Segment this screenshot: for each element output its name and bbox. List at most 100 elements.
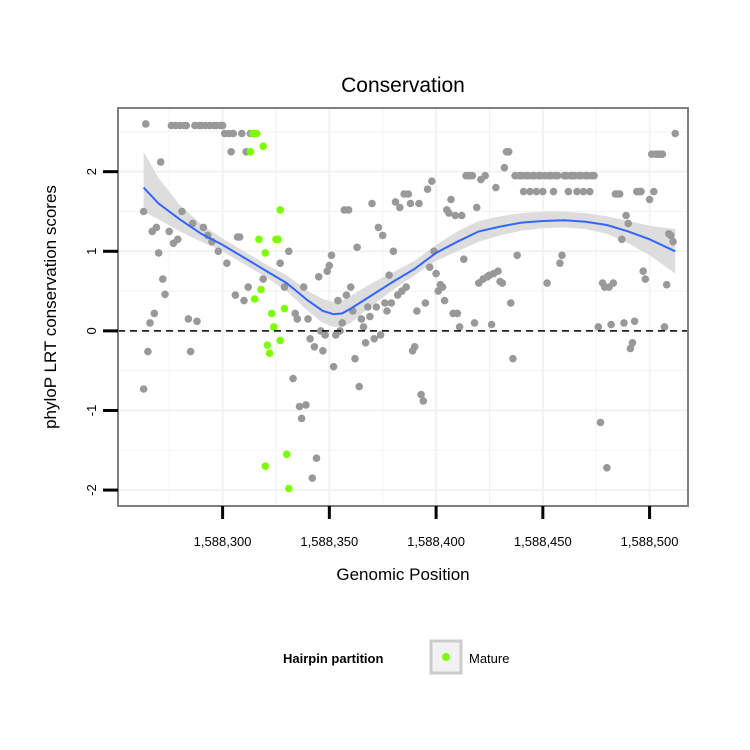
data-point — [519, 187, 528, 196]
legend: Hairpin partition Mature — [283, 639, 509, 675]
data-point — [346, 283, 355, 291]
data-point — [199, 223, 208, 232]
data-point — [421, 299, 430, 307]
data-point — [235, 233, 244, 241]
data-point — [259, 275, 268, 283]
data-point — [468, 171, 477, 180]
data-point — [188, 219, 197, 228]
data-point — [554, 171, 562, 180]
data-point-mature — [246, 148, 255, 156]
data-point — [378, 231, 387, 240]
x-axis: 1,588,300 1,588,350 1,588,400 1,588,450 1,58… — [194, 506, 678, 549]
data-point — [150, 309, 159, 318]
data-point — [364, 303, 372, 311]
data-point-mature — [261, 462, 270, 471]
data-point — [139, 207, 148, 216]
data-point — [453, 309, 462, 318]
data-point — [297, 414, 306, 423]
data-point — [428, 177, 436, 185]
data-point — [240, 296, 248, 305]
data-point — [618, 235, 626, 244]
data-point — [539, 187, 547, 196]
data-point — [304, 315, 312, 323]
x-tick-label: 1,588,300 — [194, 534, 252, 549]
data-point — [223, 259, 231, 268]
data-point — [607, 320, 615, 329]
data-point-mature — [250, 295, 259, 303]
data-point — [314, 273, 323, 281]
data-point — [564, 187, 573, 196]
data-point — [579, 187, 588, 196]
data-point — [507, 299, 515, 307]
data-point — [558, 251, 566, 260]
data-point-mature — [276, 206, 285, 214]
data-point — [451, 211, 460, 220]
data-point-mature — [270, 323, 278, 331]
data-point — [299, 283, 308, 291]
data-point — [526, 187, 534, 196]
data-point-mature — [255, 235, 263, 244]
y-tick-label: -2 — [84, 484, 99, 496]
data-point — [280, 283, 289, 291]
data-point — [410, 343, 419, 351]
data-points-layer — [139, 120, 679, 493]
data-point — [671, 129, 679, 138]
data-point — [413, 307, 421, 315]
chart-title: Conservation — [341, 74, 465, 97]
data-point — [156, 158, 165, 166]
data-point — [425, 263, 434, 272]
data-point — [415, 199, 423, 208]
data-point — [658, 150, 667, 158]
data-point — [402, 283, 411, 291]
confidence-band-layer — [143, 151, 676, 327]
y-tick-label: 0 — [84, 327, 99, 334]
data-point — [184, 315, 193, 323]
data-point — [590, 171, 598, 180]
data-point — [543, 279, 551, 287]
data-point-mature — [265, 349, 274, 358]
data-point — [432, 269, 440, 278]
data-point — [144, 347, 152, 356]
data-point — [357, 315, 366, 323]
data-point — [383, 307, 391, 315]
data-point — [327, 251, 336, 260]
data-point-mature — [267, 309, 276, 318]
data-point — [306, 335, 314, 343]
x-tick-label: 1,588,350 — [300, 534, 358, 549]
data-point — [193, 317, 201, 326]
data-point — [178, 207, 186, 216]
legend-key-mature-point — [442, 653, 450, 661]
data-point — [417, 390, 425, 399]
data-point — [368, 199, 376, 208]
data-point — [440, 296, 449, 305]
data-point — [487, 320, 496, 329]
data-point — [152, 223, 161, 232]
data-point — [645, 195, 654, 204]
data-point — [404, 190, 413, 198]
data-point — [628, 339, 637, 347]
data-point — [455, 323, 464, 331]
data-point — [321, 331, 329, 339]
smooth-line — [142, 186, 676, 316]
data-point — [641, 275, 650, 283]
data-point — [660, 323, 669, 331]
data-point — [622, 211, 630, 220]
y-tick-label: 2 — [84, 168, 99, 175]
data-point — [385, 271, 393, 280]
data-point — [182, 121, 191, 130]
data-point — [351, 354, 359, 363]
data-point — [302, 401, 310, 409]
confidence-band — [143, 151, 676, 327]
data-point — [186, 347, 195, 356]
data-point — [615, 190, 624, 198]
data-point — [229, 129, 238, 138]
x-axis-label: Genomic Position — [336, 565, 469, 584]
data-point — [146, 319, 154, 327]
data-point — [231, 291, 240, 299]
plot-frame — [117, 107, 689, 507]
data-point — [165, 227, 173, 236]
data-point — [361, 339, 370, 347]
data-point — [374, 223, 383, 232]
legend-entry-mature: Mature — [469, 651, 509, 666]
data-point — [289, 374, 297, 383]
